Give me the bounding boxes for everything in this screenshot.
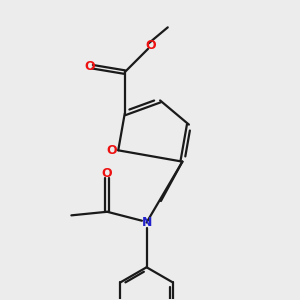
Text: O: O xyxy=(106,144,117,157)
Text: O: O xyxy=(85,60,95,73)
Text: O: O xyxy=(102,167,112,180)
Text: N: N xyxy=(141,216,152,229)
Text: O: O xyxy=(145,39,156,52)
